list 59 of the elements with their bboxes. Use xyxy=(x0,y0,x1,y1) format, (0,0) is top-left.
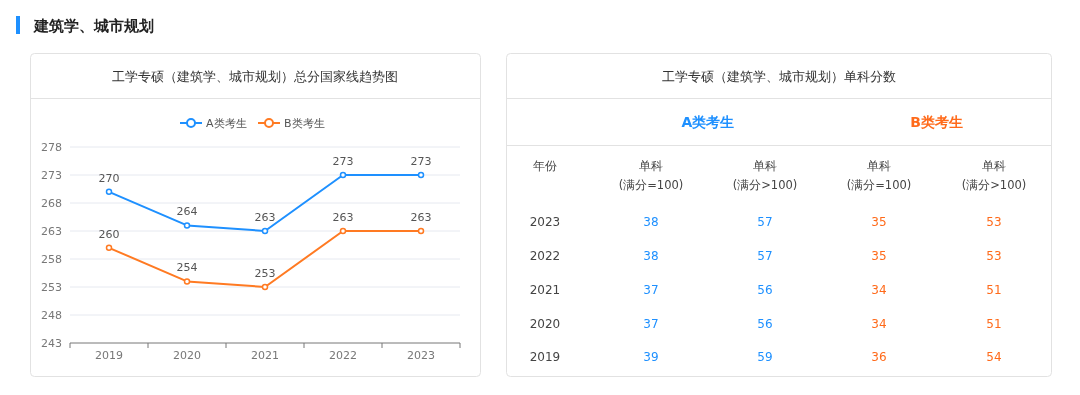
y-tick-label: 258 xyxy=(41,253,62,266)
y-tick-label: 2023 xyxy=(529,215,561,229)
y-tick-label: 243 xyxy=(41,337,62,350)
data-label: 53 xyxy=(986,249,1002,263)
data-label: 35 xyxy=(871,249,887,263)
data-label: 38 xyxy=(643,249,659,263)
y-tick-label: 2021 xyxy=(529,283,561,297)
y-tick-label: 2020 xyxy=(529,317,561,331)
data-label: 36 xyxy=(871,350,887,364)
y-tick-label: 253 xyxy=(41,281,62,294)
x-tick-label: 单科 (满分>100) xyxy=(732,159,798,192)
data-label: 57 xyxy=(757,215,773,229)
y-tick-label: 268 xyxy=(41,197,62,210)
x-tick-label: 单科 (满分=100) xyxy=(618,159,684,192)
data-label: 37 xyxy=(643,283,659,297)
data-label: 57 xyxy=(757,249,773,263)
data-label: 263 xyxy=(254,211,276,224)
x-tick-label: 2022 xyxy=(329,349,357,362)
data-label: 263 xyxy=(410,211,432,224)
text: A类考生 xyxy=(681,114,735,130)
data-label: 253 xyxy=(254,267,276,280)
y-tick-label: 278 xyxy=(41,141,62,154)
data-label: 54 xyxy=(986,350,1002,364)
data-label: 34 xyxy=(871,283,887,297)
data-label: 273 xyxy=(410,155,432,168)
data-label: 39 xyxy=(643,350,659,364)
data-label: 56 xyxy=(757,317,773,331)
y-tick-label: 248 xyxy=(41,309,62,322)
y-tick-label: 273 xyxy=(41,169,62,182)
text: 年份 xyxy=(533,159,557,173)
data-label: 264 xyxy=(176,205,198,219)
x-tick-label: 2023 xyxy=(407,349,435,362)
x-tick-label: 2020 xyxy=(173,349,201,362)
data-label: 59 xyxy=(757,350,773,364)
data-label: 263 xyxy=(332,211,354,224)
chart-title: 工学专硕（建筑学、城市规划）总分国家线趋势图 xyxy=(112,69,398,84)
chart-title: 工学专硕（建筑学、城市规划）单科分数 xyxy=(661,69,896,84)
data-label: 51 xyxy=(986,283,1002,297)
x-tick-label: 单科 (满分>100) xyxy=(961,159,1027,192)
data-label: 53 xyxy=(986,215,1002,229)
data-label: 37 xyxy=(643,317,659,331)
data-label: 56 xyxy=(757,283,773,297)
y-tick-label: 263 xyxy=(41,225,62,238)
x-tick-label: 2019 xyxy=(95,349,123,362)
data-label: 270 xyxy=(98,171,120,185)
legend-label: A类考生 xyxy=(206,117,247,130)
text: B类考生 xyxy=(910,114,963,130)
text: 建筑学、城市规划 xyxy=(33,17,154,35)
data-label: 273 xyxy=(332,155,354,168)
data-label: 35 xyxy=(871,215,887,229)
data-label: 51 xyxy=(986,317,1002,331)
y-tick-label: 2022 xyxy=(529,249,561,263)
data-label: 254 xyxy=(176,261,198,275)
data-label: 34 xyxy=(871,317,887,331)
x-tick-label: 2021 xyxy=(251,349,279,362)
data-label: 260 xyxy=(98,227,120,241)
x-tick-label: 单科 (满分=100) xyxy=(846,159,912,192)
legend-label: B类考生 xyxy=(284,117,325,130)
data-label: 38 xyxy=(643,215,659,229)
